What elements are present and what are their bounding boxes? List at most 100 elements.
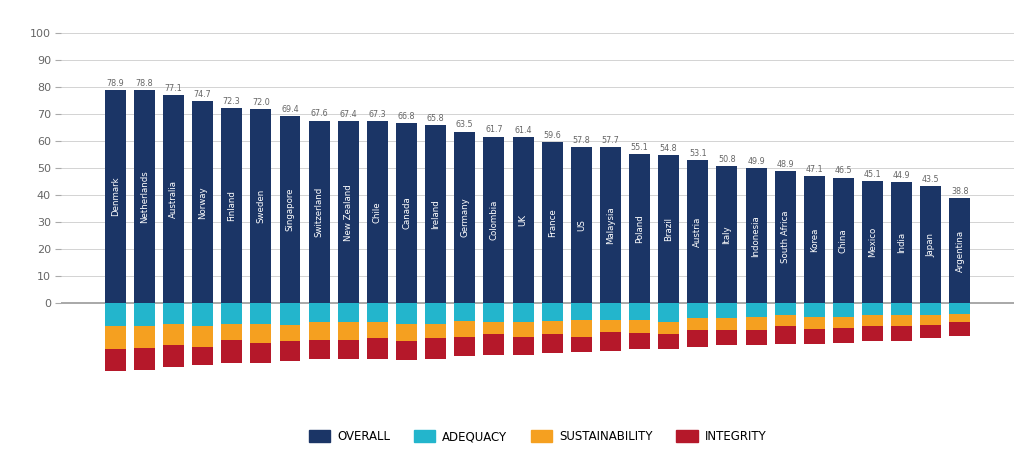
Bar xyxy=(891,326,912,341)
Bar xyxy=(367,121,388,303)
Bar xyxy=(921,316,941,325)
Text: Poland: Poland xyxy=(635,214,644,243)
Bar xyxy=(949,322,971,336)
Text: Australia: Australia xyxy=(169,180,178,218)
Bar xyxy=(396,303,417,324)
Text: 47.1: 47.1 xyxy=(806,165,823,174)
Bar xyxy=(396,324,417,341)
Bar xyxy=(629,319,650,333)
Text: Korea: Korea xyxy=(810,227,819,252)
Text: Mexico: Mexico xyxy=(868,227,878,257)
Bar xyxy=(745,303,767,317)
Bar xyxy=(455,337,475,356)
Text: Finland: Finland xyxy=(227,190,237,221)
Bar xyxy=(134,326,155,348)
Bar xyxy=(833,303,854,317)
Bar xyxy=(308,322,330,340)
Text: Denmark: Denmark xyxy=(111,177,120,217)
Bar xyxy=(687,330,709,347)
Text: 50.8: 50.8 xyxy=(718,155,736,164)
Bar xyxy=(658,303,679,322)
Bar xyxy=(308,303,330,322)
Text: 61.7: 61.7 xyxy=(485,125,503,134)
Bar xyxy=(396,341,417,360)
Text: Ireland: Ireland xyxy=(431,199,440,229)
Bar xyxy=(455,321,475,337)
Bar xyxy=(687,160,709,303)
Text: Malaysia: Malaysia xyxy=(606,206,615,244)
Bar xyxy=(949,303,971,314)
Text: 65.8: 65.8 xyxy=(427,114,444,123)
Bar xyxy=(104,349,126,371)
Legend: OVERALL, ADEQUACY, SUSTAINABILITY, INTEGRITY: OVERALL, ADEQUACY, SUSTAINABILITY, INTEG… xyxy=(304,425,771,448)
Text: 46.5: 46.5 xyxy=(835,166,852,175)
Text: New Zealand: New Zealand xyxy=(344,184,352,241)
Text: 44.9: 44.9 xyxy=(893,171,910,180)
Bar xyxy=(542,334,562,353)
Bar xyxy=(425,125,446,303)
Text: Norway: Norway xyxy=(198,186,207,219)
Bar xyxy=(570,303,592,319)
Text: France: France xyxy=(548,208,557,237)
Bar xyxy=(280,303,300,325)
Bar xyxy=(425,303,446,324)
Text: 59.6: 59.6 xyxy=(544,131,561,140)
Bar xyxy=(338,121,358,303)
Bar xyxy=(629,303,650,319)
Bar xyxy=(308,340,330,359)
Bar xyxy=(570,337,592,352)
Bar xyxy=(163,324,184,345)
Text: Germany: Germany xyxy=(460,197,469,237)
Text: 57.8: 57.8 xyxy=(572,136,590,145)
Text: Japan: Japan xyxy=(927,233,935,257)
Bar xyxy=(687,303,709,318)
Bar xyxy=(717,303,737,318)
Text: South Africa: South Africa xyxy=(780,211,790,264)
Bar xyxy=(455,132,475,303)
Bar xyxy=(717,330,737,345)
Bar xyxy=(513,337,534,355)
Bar xyxy=(658,155,679,303)
Bar xyxy=(600,319,621,332)
Text: Netherlands: Netherlands xyxy=(140,170,148,223)
Text: China: China xyxy=(839,228,848,253)
Bar xyxy=(804,176,824,303)
Bar xyxy=(221,324,243,340)
Bar xyxy=(600,303,621,319)
Text: 67.4: 67.4 xyxy=(339,110,357,119)
Bar xyxy=(570,319,592,337)
Text: 66.8: 66.8 xyxy=(397,112,416,121)
Bar xyxy=(134,91,155,303)
Bar xyxy=(862,326,883,341)
Bar xyxy=(163,303,184,324)
Bar xyxy=(280,341,300,362)
Bar xyxy=(629,154,650,303)
Bar xyxy=(367,322,388,339)
Text: Indonesia: Indonesia xyxy=(752,215,761,257)
Text: 54.8: 54.8 xyxy=(659,144,678,153)
Bar xyxy=(687,318,709,330)
Bar xyxy=(745,168,767,303)
Bar xyxy=(717,166,737,303)
Bar xyxy=(921,325,941,339)
Bar xyxy=(658,334,679,349)
Bar xyxy=(367,303,388,322)
Bar xyxy=(600,332,621,351)
Bar xyxy=(891,182,912,303)
Text: 78.8: 78.8 xyxy=(135,79,154,88)
Bar xyxy=(251,324,271,342)
Text: Colombia: Colombia xyxy=(489,200,499,240)
Bar xyxy=(775,316,796,326)
Bar xyxy=(862,316,883,326)
Bar xyxy=(104,303,126,326)
Bar xyxy=(221,303,243,324)
Bar xyxy=(717,318,737,330)
Bar xyxy=(193,326,213,347)
Text: Brazil: Brazil xyxy=(665,217,673,241)
Text: 67.6: 67.6 xyxy=(310,109,328,118)
Bar xyxy=(221,108,243,303)
Bar xyxy=(251,303,271,324)
Text: Switzerland: Switzerland xyxy=(314,187,324,237)
Bar xyxy=(396,123,417,303)
Bar xyxy=(280,116,300,303)
